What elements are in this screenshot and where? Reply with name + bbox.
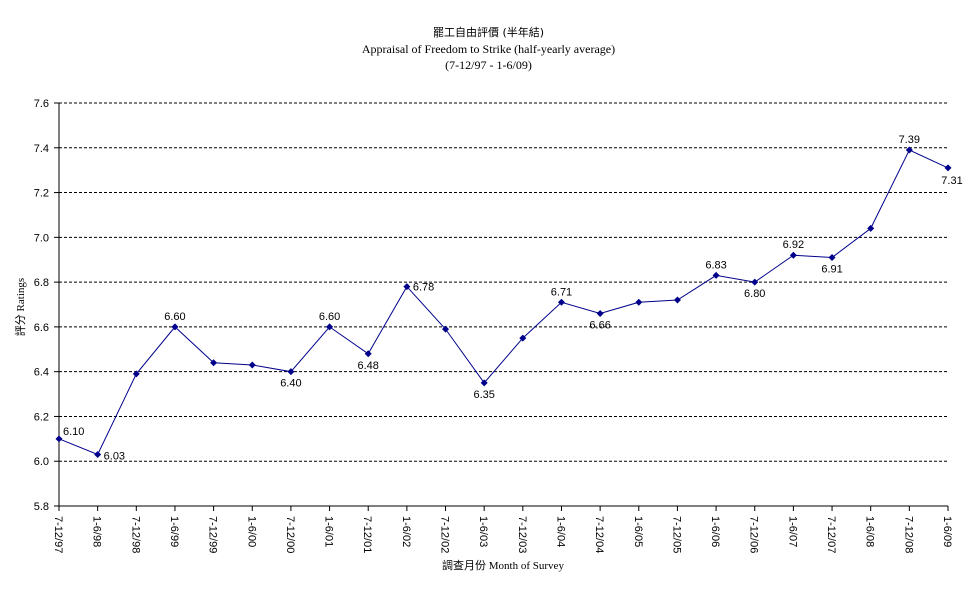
y-tick-label: 6.6 [34, 322, 49, 334]
x-tick-label: 7-12/00 [284, 516, 296, 553]
x-tick-label: 1-6/98 [91, 516, 103, 547]
x-tick-label: 7-12/01 [361, 516, 373, 553]
x-axis-title: 調查月份 Month of Survey [442, 558, 564, 572]
data-label: 6.91 [821, 263, 842, 275]
chart-period: (7-12/97 - 1-6/09) [445, 58, 532, 72]
x-tick-label: 7-12/03 [516, 516, 528, 553]
x-tick-label: 1-6/05 [632, 516, 644, 547]
data-point [364, 350, 372, 358]
series-line [58, 149, 949, 456]
data-label: 6.92 [783, 239, 804, 251]
data-label: 7.31 [941, 175, 962, 187]
x-tick-label: 1-6/03 [477, 516, 489, 547]
data-point [635, 298, 643, 306]
x-tick-label: 7-12/06 [748, 516, 760, 553]
data-label: 6.10 [63, 426, 84, 438]
y-tick-label: 6.0 [34, 456, 49, 468]
data-point [828, 253, 836, 261]
data-label: 6.83 [705, 259, 726, 271]
y-tick-label: 7.2 [34, 188, 49, 200]
data-point [789, 251, 797, 259]
data-label: 6.60 [164, 311, 185, 323]
data-point [905, 146, 913, 154]
data-label: 6.80 [744, 288, 765, 300]
x-tick-label: 1-6/07 [786, 516, 798, 547]
data-label: 6.48 [358, 360, 379, 372]
axes [54, 102, 949, 511]
chart-subtitle: Appraisal of Freedom to Strike (half-yea… [361, 42, 616, 56]
x-tick-label: 1-6/04 [554, 516, 566, 547]
x-tick-label: 7-12/04 [593, 516, 605, 553]
data-point [596, 309, 604, 317]
data-point [519, 334, 527, 342]
x-tick-label: 1-6/99 [168, 516, 180, 547]
data-label: 6.35 [473, 389, 494, 401]
data-point [55, 435, 63, 443]
data-label: 6.40 [280, 378, 301, 390]
y-tick-label: 7.6 [34, 98, 49, 110]
data-label: 6.60 [319, 311, 340, 323]
data-point [751, 278, 759, 286]
data-label: 6.66 [589, 319, 610, 331]
data-label: 6.03 [104, 451, 125, 463]
x-tick-label: 7-12/98 [129, 516, 141, 553]
data-label: 6.71 [551, 286, 572, 298]
data-point [442, 325, 450, 333]
x-tick-labels: 7-12/97 1-6/98 7-12/98 1-6/99 7-12/99 1-6/00 7… [52, 516, 953, 553]
x-tick-label: 7-12/02 [439, 516, 451, 553]
data-point [132, 370, 140, 378]
data-point [403, 283, 411, 291]
y-tick-label: 6.8 [34, 277, 49, 289]
y-tick-labels: 5.8 6.0 6.2 6.4 6.6 6.8 7.0 7.2 7.4 7.6 [34, 98, 49, 513]
x-tick-label: 7-12/97 [52, 516, 64, 553]
data-label: 7.39 [899, 134, 920, 146]
data-point [867, 224, 875, 232]
data-point [557, 298, 565, 306]
data-point [287, 368, 295, 376]
data-point [944, 164, 952, 172]
x-tick-label: 1-6/02 [400, 516, 412, 547]
data-point [248, 361, 256, 369]
data-point [171, 323, 179, 331]
x-tick-label: 1-6/06 [709, 516, 721, 547]
series-ratings [55, 146, 952, 459]
x-tick-label: 1-6/09 [941, 516, 953, 547]
y-axis-title: 評分 Ratings [13, 278, 27, 336]
chart-title-block: 罷工自由評價 (半年結) Appraisal of Freedom to Str… [0, 26, 977, 74]
x-tick-label: 7-12/05 [670, 516, 682, 553]
data-point [480, 379, 488, 387]
x-tick-label: 1-6/08 [864, 516, 876, 547]
gridlines [59, 102, 948, 462]
y-tick-label: 7.0 [34, 232, 49, 244]
data-point [673, 296, 681, 304]
data-point [326, 323, 334, 331]
y-tick-label: 6.4 [34, 367, 49, 379]
y-tick-label: 5.8 [34, 501, 49, 513]
y-tick-label: 6.2 [34, 411, 49, 423]
x-tick-label: 7-12/08 [902, 516, 914, 553]
data-labels: 6.10 6.03 6.60 6.40 6.60 6.48 6.78 6.35 6.71 6.66… [63, 134, 963, 462]
x-tick-label: 7-12/99 [207, 516, 219, 553]
x-tick-label: 1-6/00 [245, 516, 257, 547]
x-tick-label: 1-6/01 [323, 516, 335, 547]
chart-title: 罷工自由評價 (半年結) [432, 26, 545, 39]
data-label: 6.78 [413, 282, 434, 294]
x-tick-label: 7-12/07 [825, 516, 837, 553]
data-point [712, 271, 720, 279]
data-point [210, 359, 218, 367]
y-tick-label: 7.4 [34, 143, 49, 155]
data-point [94, 451, 102, 459]
